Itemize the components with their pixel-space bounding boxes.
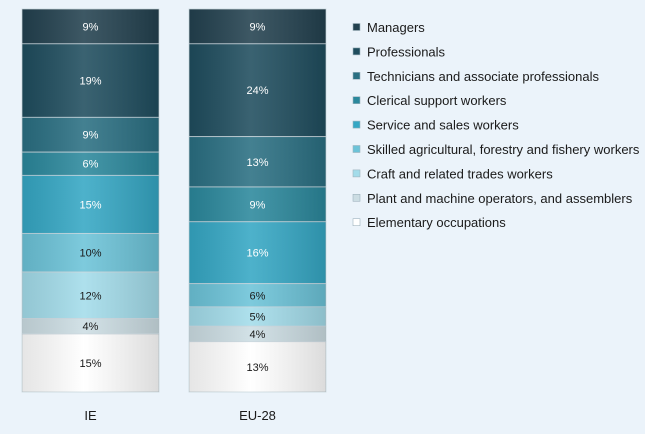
legend-swatch-clerical-support-workers [352,96,361,104]
bar-segment-shading [22,333,159,392]
data-label-ie-managers: 9% [83,21,99,33]
legend-swatch-elementary-occupations [352,218,361,226]
legend-swatch-managers [352,23,361,31]
legend: Managers Professionals Technicians and ass… [352,20,640,230]
data-label-ie-clerical-support-workers: 6% [83,159,99,171]
bar-segment-shading [22,318,159,334]
data-label-eu-28-professionals: 24% [246,85,268,97]
bar-segment-shading [189,43,326,137]
data-label-eu-28-managers: 9% [250,21,266,33]
data-label-ie-skilled-agricultural-forestry-and-fishery-workers: 10% [79,248,101,260]
bars-group [21,8,327,393]
x-axis: IE EU-28 [84,408,276,423]
legend-swatch-craft-and-related-trades-workers [352,169,361,178]
data-label-ie-technicians-and-associate-professionals: 9% [83,130,99,142]
legend-swatch-professionals [352,47,361,56]
bar-segment-shading [22,117,159,153]
legend-swatch-plant-and-machine-operators-and-assemblers [352,194,361,202]
bar-segment-shading [189,326,326,342]
bar-segment-shading [22,152,159,176]
legend-label-clerical-support-workers: Clerical support workers [367,93,507,108]
legend-swatch-skilled-agricultural-forestry-and-fishery-workers [352,145,361,153]
bar-segment-shading [189,283,326,307]
legend-swatch-technicians-and-associate-professionals [352,72,361,80]
legend-label-technicians-and-associate-professionals: Technicians and associate professionals [367,69,599,84]
data-label-eu-28-plant-and-machine-operators-and-assemblers: 4% [250,329,266,341]
legend-swatch-service-and-sales-workers [352,120,361,129]
bar-segment-shading [22,9,159,44]
data-label-eu-28-clerical-support-workers: 9% [250,199,266,211]
bar-segment-shading [189,306,326,327]
bar-segment-shading [189,136,326,187]
legend-label-managers: Managers [367,20,425,35]
bar-segment-shading [189,341,326,392]
legend-label-skilled-agricultural-forestry-and-fishery-workers: Skilled agricultural, forestry and fishe… [367,142,640,157]
legend-label-elementary-occupations: Elementary occupations [367,215,506,230]
segment-labels-group: 9% 19% 9% 6% 15% 10% 12% 4% 15% 9% 24% 13% 9% 16% 6% 5%… [79,21,268,373]
data-label-eu-28-skilled-agricultural-forestry-and-fishery-workers: 6% [250,290,266,302]
x-tick-label-ie: IE [84,408,97,423]
bar-segment-shading [22,233,159,273]
data-label-ie-craft-and-related-trades-workers: 12% [79,290,101,302]
data-label-ie-professionals: 19% [79,76,101,88]
data-label-eu-28-technicians-and-associate-professionals: 13% [246,157,268,169]
data-label-eu-28-craft-and-related-trades-workers: 5% [250,312,266,324]
bar-segment-shading [22,272,159,319]
data-label-eu-28-elementary-occupations: 13% [246,362,268,374]
legend-label-craft-and-related-trades-workers: Craft and related trades workers [367,166,553,181]
bar-segment-shading [189,9,326,44]
legend-label-service-and-sales-workers: Service and sales workers [367,118,519,133]
bar-segment-shading [189,186,326,222]
data-label-eu-28-service-and-sales-workers: 16% [246,248,268,260]
data-label-ie-plant-and-machine-operators-and-assemblers: 4% [83,321,99,333]
legend-label-professionals: Professionals [367,44,446,59]
data-label-ie-service-and-sales-workers: 15% [79,199,101,211]
data-label-ie-elementary-occupations: 15% [79,358,101,370]
x-tick-label-eu-28: EU-28 [239,408,276,423]
bar-segment-shading [189,221,326,284]
legend-label-plant-and-machine-operators-and-assemblers: Plant and machine operators, and assembl… [367,191,633,206]
bar-segment-shading [22,175,159,234]
bar-segment-shading [22,43,159,118]
